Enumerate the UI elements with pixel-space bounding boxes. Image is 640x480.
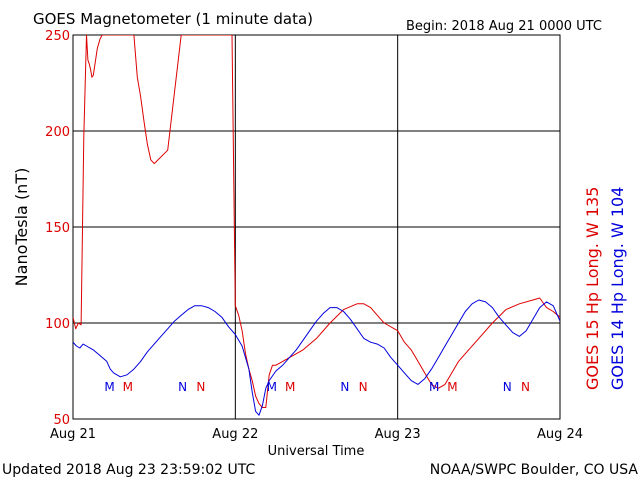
annotation-m: M [285, 380, 295, 394]
annotation-n: N [196, 380, 205, 394]
y-axis-label: NanoTesla (nT) [12, 168, 31, 287]
annotation-n: N [340, 380, 349, 394]
y-tick-labels: 50 100 150 200 250 [45, 29, 70, 428]
annotation-m: M [447, 380, 457, 394]
annotation-m: M [104, 380, 114, 394]
legend-goes14: GOES 14 Hp Long. W 104 [608, 187, 627, 390]
x-tick-label: Aug 23 [375, 427, 421, 442]
grid [72, 34, 561, 420]
annotation-n: N [521, 380, 530, 394]
x-tick-label: Aug 21 [50, 427, 96, 442]
series-goes14-line [73, 299, 560, 416]
y-tick-label: 200 [45, 125, 70, 140]
annotation-n: N [178, 380, 187, 394]
chart-title: GOES Magnetometer (1 minute data) [33, 10, 313, 28]
series-layer [73, 35, 560, 416]
x-tick-label: Aug 24 [537, 427, 583, 442]
annotation-n: N [359, 380, 368, 394]
annotation-m: M [267, 380, 277, 394]
legend-goes15: GOES 15 Hp Long. W 135 [583, 187, 602, 390]
updated-text: Updated 2018 Aug 23 23:59:02 UTC [2, 462, 255, 478]
y-tick-label: 250 [45, 29, 70, 44]
begin-label: Begin: 2018 Aug 21 0000 UTC [406, 19, 602, 34]
x-tick-label: Aug 22 [212, 427, 258, 442]
series-goes15-line [73, 35, 560, 408]
y-tick-label: 100 [45, 317, 70, 332]
annotation-n: N [503, 380, 512, 394]
x-tick-labels: Aug 21 Aug 22 Aug 23 Aug 24 [50, 427, 583, 442]
annotation-m: M [123, 380, 133, 394]
y-tick-label: 150 [45, 221, 70, 236]
annotation-m: M [429, 380, 439, 394]
x-axis-label: Universal Time [268, 444, 365, 459]
source-text: NOAA/SWPC Boulder, CO USA [430, 462, 639, 478]
y-tick-label: 50 [53, 413, 70, 428]
